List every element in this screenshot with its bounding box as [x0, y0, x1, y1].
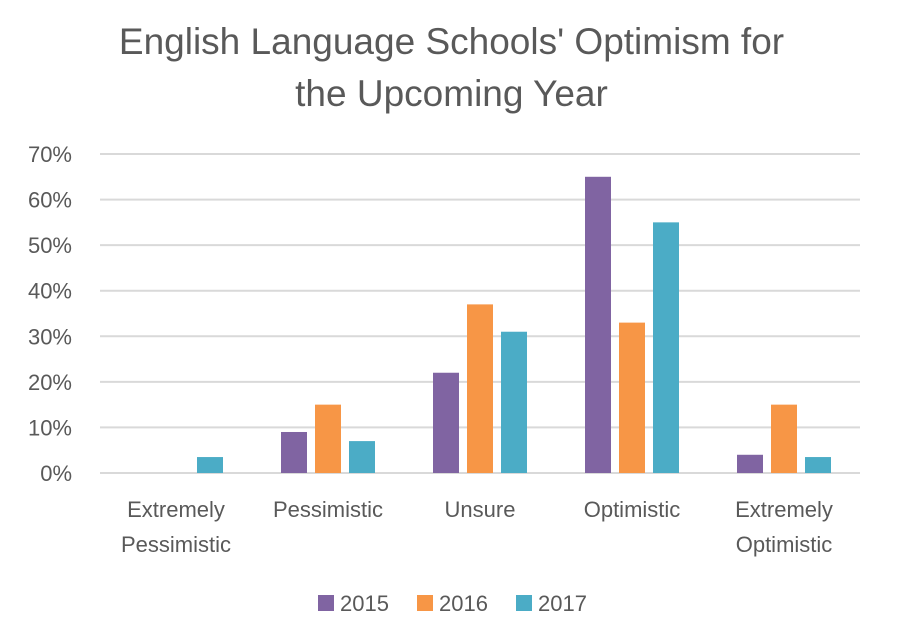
- x-category-label-0-line-1: Pessimistic: [121, 532, 231, 557]
- legend-swatch-2015: [318, 595, 334, 611]
- legend: 2015 2016 2017: [318, 591, 587, 616]
- bar-2015-cat-4: [737, 454, 763, 473]
- bar-2017-cat-3: [653, 222, 679, 473]
- x-category-label-4-line-0: Extremely: [735, 497, 833, 522]
- y-tick-label-6: 60%: [28, 188, 72, 213]
- x-axis-categories: Extremely Pessimistic Pessimistic Unsure Opt…: [121, 497, 833, 557]
- bar-2017-cat-2: [501, 331, 527, 473]
- bar-2017-cat-4: [805, 457, 831, 473]
- bar-2016-cat-1: [315, 404, 341, 473]
- x-category-label-2-line-0: Unsure: [445, 497, 516, 522]
- legend-label-2017: 2017: [538, 591, 587, 616]
- x-category-label-0-line-0: Extremely: [127, 497, 225, 522]
- y-axis-ticks: 0% 10% 20% 30% 40% 50% 60% 70%: [28, 142, 72, 486]
- y-tick-label-3: 30%: [28, 324, 72, 349]
- legend-swatch-2016: [417, 595, 433, 611]
- legend-label-2015: 2015: [340, 591, 389, 616]
- y-tick-label-4: 40%: [28, 279, 72, 304]
- bar-2016-cat-4: [771, 404, 797, 473]
- y-tick-label-7: 70%: [28, 142, 72, 167]
- x-category-label-1-line-0: Pessimistic: [273, 497, 383, 522]
- chart-title-line-2: the Upcoming Year: [295, 73, 608, 114]
- bars: [197, 176, 831, 474]
- x-category-label-4-line-1: Optimistic: [736, 532, 833, 557]
- bar-2017-cat-1: [349, 441, 375, 473]
- y-tick-label-5: 50%: [28, 233, 72, 258]
- bar-2015-cat-3: [585, 176, 611, 474]
- bar-2015-cat-2: [433, 372, 459, 473]
- bar-2015-cat-1: [281, 431, 307, 473]
- y-tick-label-1: 10%: [28, 415, 72, 440]
- chart-title-line-1: English Language Schools' Optimism for: [118, 21, 785, 62]
- bar-2017-cat-0: [197, 457, 223, 473]
- x-category-label-3-line-0: Optimistic: [584, 497, 681, 522]
- legend-label-2016: 2016: [439, 591, 488, 616]
- bar-2016-cat-2: [467, 304, 493, 473]
- legend-swatch-2017: [516, 595, 532, 611]
- chart-title: English Language Schools' Optimism for t…: [0, 16, 903, 120]
- y-tick-label-2: 20%: [28, 370, 72, 395]
- y-tick-label-0: 0%: [40, 461, 72, 486]
- bar-2016-cat-3: [619, 322, 645, 473]
